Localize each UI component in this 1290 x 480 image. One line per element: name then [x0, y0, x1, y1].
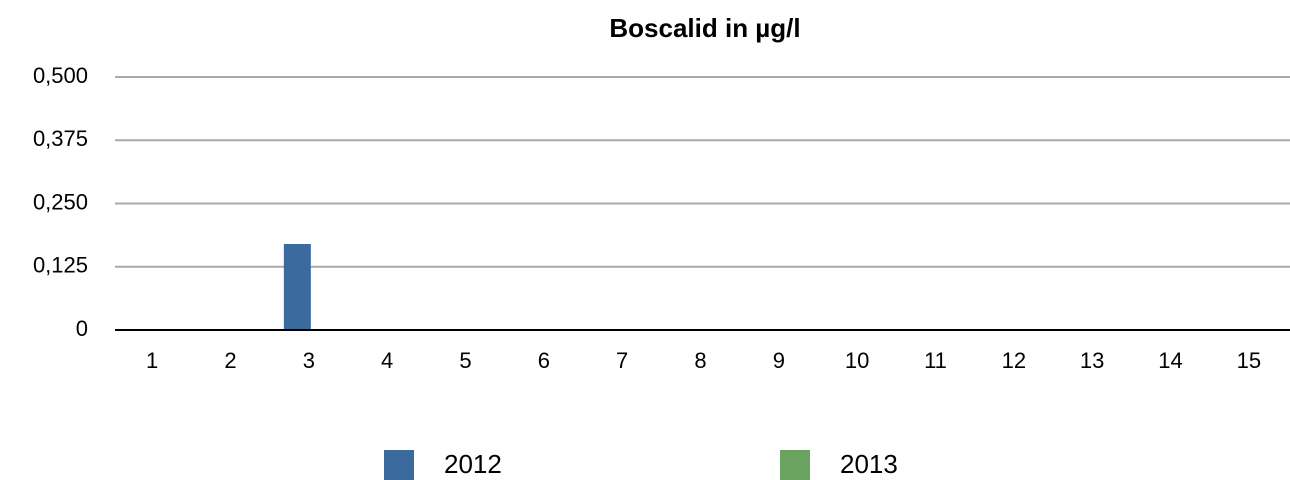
- x-tick-label: 4: [381, 348, 393, 373]
- legend-swatch: [384, 450, 414, 480]
- y-tick-label: 0: [76, 316, 88, 341]
- x-tick-label: 8: [694, 348, 706, 373]
- x-tick-label: 5: [459, 348, 471, 373]
- y-tick-label: 0,500: [33, 63, 88, 88]
- x-tick-label: 11: [924, 348, 947, 373]
- x-tick-label: 13: [1080, 348, 1104, 373]
- x-tick-label: 3: [303, 348, 315, 373]
- x-tick-label: 1: [146, 348, 158, 373]
- y-tick-label: 0,375: [33, 126, 88, 151]
- x-tick-label: 15: [1237, 348, 1261, 373]
- y-tick-label: 0,250: [33, 189, 88, 214]
- x-tick-label: 14: [1158, 348, 1182, 373]
- legend-label: 2013: [840, 449, 898, 479]
- y-tick-label: 0,125: [33, 253, 88, 278]
- x-tick-label: 12: [1002, 348, 1026, 373]
- x-tick-label: 6: [538, 348, 550, 373]
- chart-title: Boscalid in µg/l: [609, 13, 800, 43]
- x-tick-label: 2: [224, 348, 236, 373]
- bar: [283, 243, 311, 330]
- x-tick-label: 9: [773, 348, 785, 373]
- x-tick-label: 7: [616, 348, 628, 373]
- legend-label: 2012: [444, 449, 502, 479]
- legend-swatch: [780, 450, 810, 480]
- x-tick-label: 10: [845, 348, 869, 373]
